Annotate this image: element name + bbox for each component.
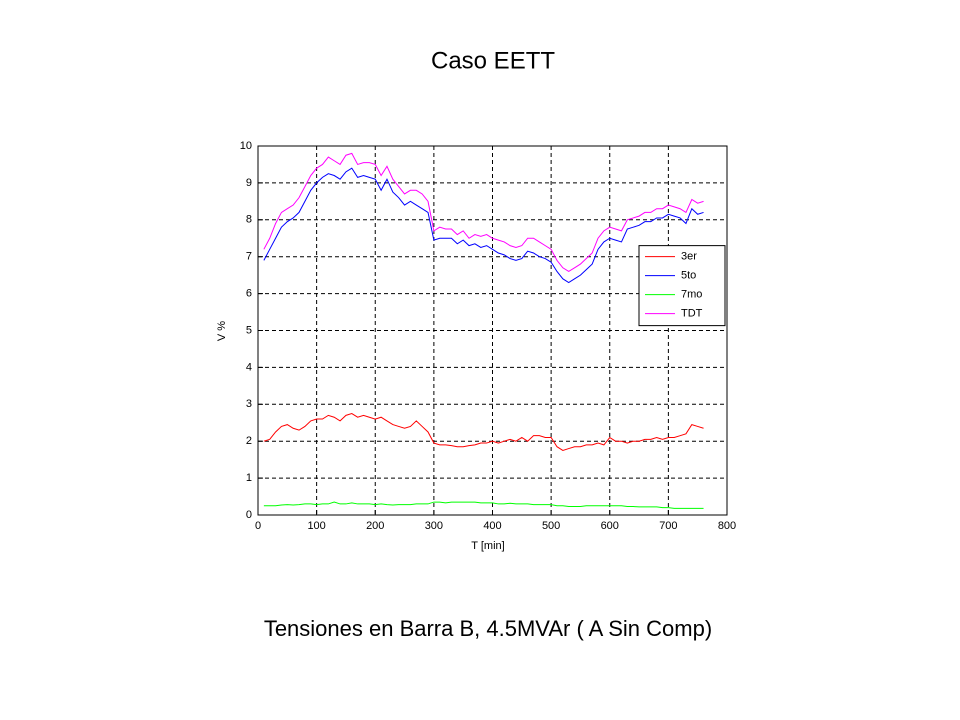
data-line (263, 152, 704, 273)
y-tick-label: 5 (246, 324, 252, 336)
x-tick-label: 200 (366, 520, 384, 532)
y-tick-label: 1 (246, 472, 252, 484)
x-tick-label: 600 (601, 520, 619, 532)
y-tick-label: 9 (246, 177, 252, 189)
legend-label: 3er (681, 251, 697, 263)
y-tick-label: 2 (246, 435, 252, 447)
y-tick-label: 6 (246, 288, 252, 300)
y-tick-label: 4 (246, 361, 252, 373)
x-tick-label: 0 (255, 520, 261, 532)
y-tick-label: 3 (246, 398, 252, 410)
legend-label: 7mo (681, 289, 702, 301)
legend-box (638, 245, 726, 327)
y-tick-label: 10 (240, 140, 252, 152)
legend-label: 5to (681, 270, 696, 282)
legend-label: TDT (681, 308, 703, 320)
x-tick-label: 700 (659, 520, 677, 532)
y-tick-label: 7 (246, 251, 252, 263)
y-tick-label: 8 (246, 214, 252, 226)
x-tick-label: 800 (718, 520, 736, 532)
x-tick-label: 100 (307, 520, 325, 532)
x-tick-label: 500 (542, 520, 560, 532)
data-line (263, 167, 704, 284)
x-tick-label: 400 (483, 520, 501, 532)
caption: Tensiones en Barra B, 4.5MVAr ( A Sin Co… (264, 616, 712, 641)
x-tick-label: 300 (425, 520, 443, 532)
x-axis-label: T [min] (471, 540, 504, 552)
slide-title: Caso EETT (431, 47, 555, 74)
y-tick-label: 0 (246, 509, 252, 521)
data-line (263, 501, 704, 509)
data-line (263, 412, 704, 451)
y-axis-label: V % (216, 321, 228, 341)
axes-box (257, 145, 728, 516)
